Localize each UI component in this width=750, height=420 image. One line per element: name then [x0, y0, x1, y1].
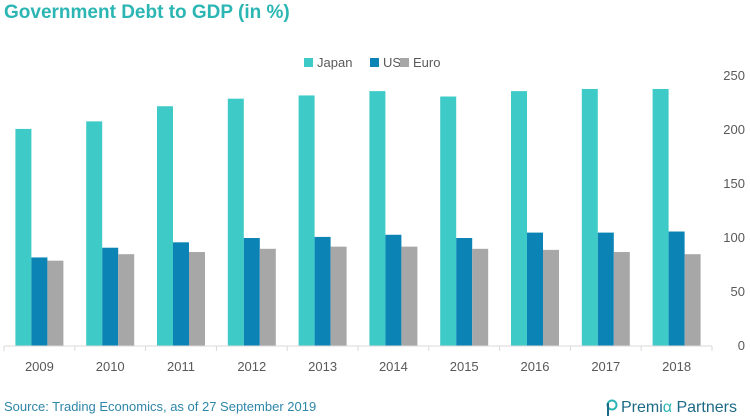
x-tick-label-2010: 2010: [96, 359, 125, 374]
logo-text-part1: Premi: [621, 399, 663, 416]
bar-us-2017: [597, 232, 614, 346]
logo-text-part3: Partners: [672, 399, 737, 416]
logo-text: Premiα Partners: [621, 399, 737, 417]
bar-euro-2012: [259, 248, 276, 346]
bar-us-2012: [243, 238, 260, 346]
bar-us-2013: [314, 236, 331, 346]
bar-japan-2013: [298, 95, 315, 346]
x-tick-label-2017: 2017: [591, 359, 620, 374]
bar-japan-2010: [86, 121, 103, 346]
x-tick-label-2016: 2016: [521, 359, 550, 374]
x-tick-label-2015: 2015: [450, 359, 479, 374]
bar-japan-2017: [581, 88, 598, 347]
legend-swatch-euro: [400, 58, 409, 67]
bar-us-2015: [456, 238, 473, 346]
bar-euro-2015: [472, 248, 489, 346]
premia-partners-logo: Premiα Partners: [604, 398, 737, 418]
bar-euro-2018: [684, 254, 701, 346]
legend-label-euro: Euro: [413, 55, 440, 70]
logo-text-part2: α: [662, 399, 673, 416]
bar-euro-2013: [330, 246, 347, 346]
bar-japan-2012: [227, 98, 244, 347]
bar-japan-2016: [511, 91, 527, 347]
axes-layer: 2009 2010 2011 2012 2013 2014 2015 2016 2017 2018…: [3, 68, 745, 374]
bar-euro-2016: [543, 249, 559, 346]
bar-euro-2011: [189, 252, 205, 346]
y-tick-label-100: 100: [723, 230, 745, 245]
bar-japan-2011: [157, 106, 173, 347]
x-tick-label-2012: 2012: [237, 359, 266, 374]
bar-euro-2017: [613, 252, 630, 346]
legend: Japan US Euro: [304, 55, 440, 70]
bar-japan-2014: [369, 91, 386, 347]
bar-euro-2014: [401, 246, 418, 346]
x-tick-label-2013: 2013: [308, 359, 337, 374]
bar-us-2011: [173, 242, 189, 346]
source-note: Source: Trading Economics, as of 27 Sept…: [4, 399, 317, 414]
bar-us-2010: [102, 247, 119, 346]
legend-label-us: US: [383, 55, 401, 70]
x-tick-label-2011: 2011: [167, 359, 195, 374]
y-tick-label-200: 200: [723, 122, 745, 137]
y-tick-label-0: 0: [738, 338, 745, 353]
bar-us-2009: [31, 257, 48, 346]
chart-title: Government Debt to GDP (in %): [4, 2, 290, 23]
bars-layer: [15, 88, 701, 347]
bar-euro-2010: [118, 254, 135, 346]
bar-euro-2009: [47, 260, 64, 346]
legend-swatch-us: [370, 58, 379, 67]
y-tick-label-150: 150: [723, 176, 745, 191]
x-tick-label-2009: 2009: [25, 359, 54, 374]
x-tick-label-2018: 2018: [662, 359, 691, 374]
bar-japan-2009: [15, 128, 32, 346]
logo-mark-icon: [606, 399, 618, 416]
bar-japan-2015: [440, 96, 457, 347]
y-tick-label-250: 250: [723, 68, 745, 83]
bar-us-2016: [527, 232, 543, 346]
bar-us-2014: [385, 234, 402, 346]
y-tick-label-50: 50: [731, 284, 745, 299]
legend-label-japan: Japan: [317, 55, 352, 70]
bar-japan-2018: [652, 88, 669, 347]
x-tick-label-2014: 2014: [379, 359, 408, 374]
bar-us-2018: [668, 231, 685, 346]
legend-swatch-japan: [304, 58, 313, 67]
